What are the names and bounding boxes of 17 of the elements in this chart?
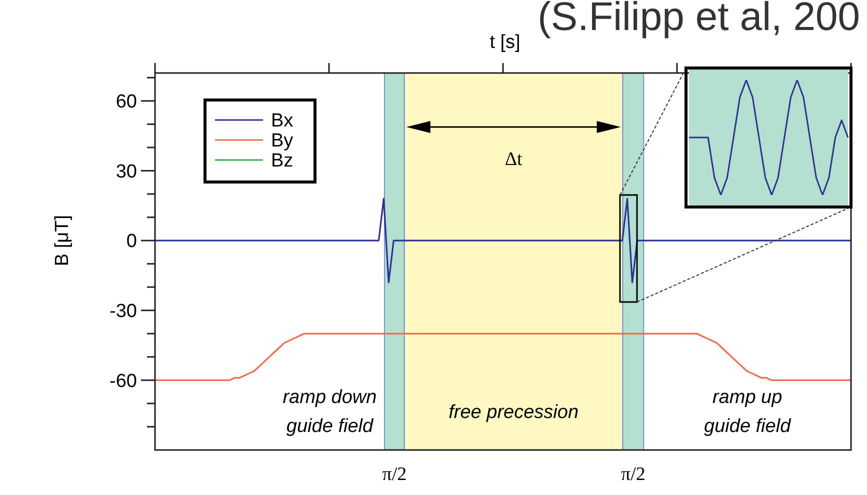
annotation: Δt	[504, 149, 524, 170]
annotation: ramp up guide field	[704, 387, 792, 437]
chart-title: (S.Filipp et al, 200	[538, 0, 860, 39]
y-tick-label: 60	[116, 92, 137, 113]
y-tick-label: -30	[110, 301, 137, 322]
legend-label: By	[271, 130, 294, 152]
y-tick-label: 0	[126, 231, 137, 252]
y-tick-label: 30	[116, 161, 137, 182]
text: π/2	[382, 464, 407, 485]
annotation: ramp down guide field	[282, 387, 377, 437]
x-axis-title: t [s]	[490, 32, 520, 53]
legend-label: Bz	[271, 150, 294, 172]
y-axis-title: B [μT]	[52, 215, 73, 266]
y-tick-label: -60	[110, 370, 137, 392]
text: π/2	[621, 464, 646, 485]
legend-label: Bx	[271, 110, 294, 132]
annotation: free precession	[448, 402, 579, 423]
